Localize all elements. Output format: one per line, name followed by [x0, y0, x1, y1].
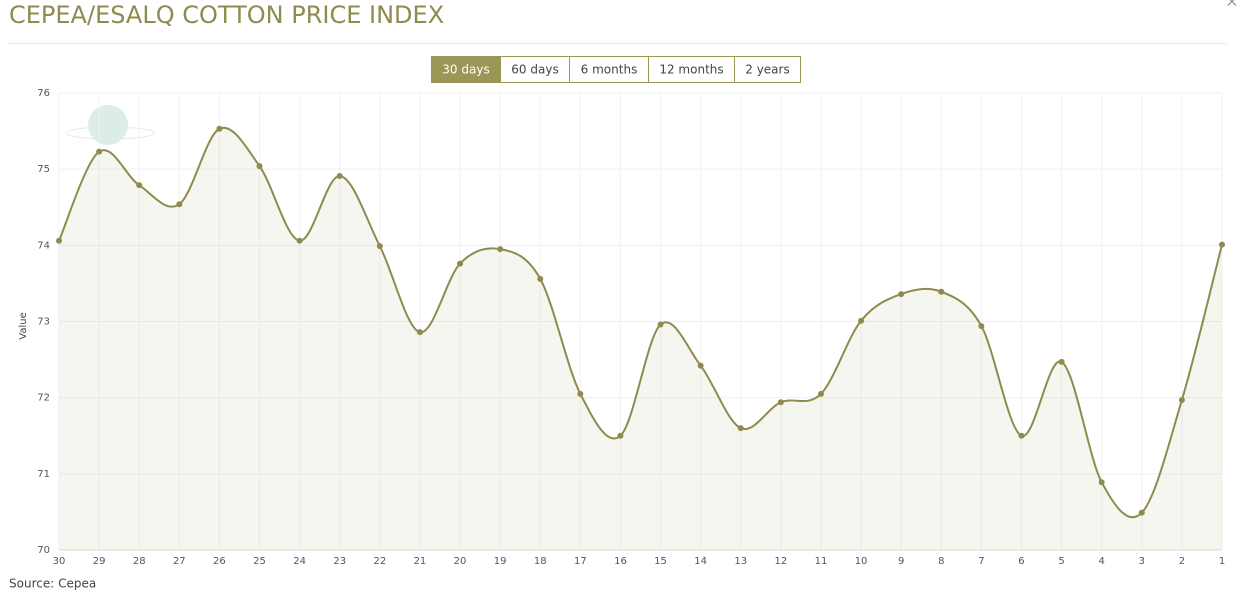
watermark: [65, 105, 155, 145]
x-tick-label: 20: [454, 556, 467, 567]
point: [537, 275, 544, 282]
point: [216, 125, 223, 132]
x-tick-label: 19: [494, 556, 507, 567]
range-button[interactable]: 60 days: [500, 56, 570, 83]
x-tick-label: 22: [373, 556, 386, 567]
x-tick-label: 15: [654, 556, 667, 567]
x-tick-label: 8: [938, 556, 944, 567]
x-tick-label: 29: [93, 556, 106, 567]
point: [1138, 509, 1145, 516]
point: [96, 148, 103, 155]
y-tick-label: 71: [37, 469, 50, 480]
x-tick-label: 26: [213, 556, 226, 567]
x-tick-label: 25: [253, 556, 266, 567]
x-tick-label: 6: [1018, 556, 1024, 567]
x-tick-label: 18: [534, 556, 547, 567]
point: [457, 260, 464, 267]
y-tick-label: 76: [37, 88, 50, 99]
point: [1178, 396, 1185, 403]
y-axis-label: Value: [18, 312, 29, 339]
x-tick-label: 1: [1219, 556, 1225, 567]
x-tick-label: 3: [1139, 556, 1145, 567]
point: [777, 399, 784, 406]
x-tick-label: 13: [734, 556, 747, 567]
y-tick-label: 72: [37, 393, 50, 404]
x-tick-label: 5: [1058, 556, 1064, 567]
source: Source: Cepea: [9, 577, 96, 591]
x-tick-label: 10: [855, 556, 868, 567]
point: [256, 163, 263, 170]
y-tick-label: 75: [37, 164, 50, 175]
point: [56, 237, 62, 244]
x-tick-label: 4: [1099, 556, 1105, 567]
button-bg[interactable]: [734, 56, 801, 83]
x-tick-label: 12: [774, 556, 787, 567]
y-tick-label: 70: [37, 545, 50, 556]
button-label[interactable]: 12 months: [659, 63, 723, 77]
x-tick-label: 14: [694, 556, 707, 567]
x-tick-label: 16: [614, 556, 627, 567]
point: [697, 362, 704, 369]
button-label[interactable]: 2 years: [745, 63, 789, 77]
range-button[interactable]: 12 months: [648, 56, 735, 83]
y-tick-label: 73: [37, 317, 50, 328]
point: [817, 390, 824, 397]
point: [1018, 432, 1025, 439]
x-tick-label: 11: [815, 556, 828, 567]
x-tick-label: 23: [333, 556, 346, 567]
button-label[interactable]: 30 days: [442, 63, 489, 77]
title: CEPEA/ESALQ COTTON PRICE INDEX: [9, 1, 444, 29]
x-tick-label: 2: [1179, 556, 1185, 567]
area: [59, 127, 1222, 551]
point: [1098, 479, 1105, 486]
point: [898, 291, 905, 298]
point: [296, 237, 303, 244]
y-tick-label: 74: [37, 240, 50, 251]
point: [376, 243, 383, 250]
x-tick-label: 7: [978, 556, 984, 567]
point: [737, 425, 744, 432]
point: [1219, 241, 1225, 248]
point: [1058, 358, 1065, 365]
button-bg[interactable]: [431, 56, 501, 83]
x-tick-label: 24: [293, 556, 306, 567]
button-bg[interactable]: [648, 56, 735, 83]
button-bg[interactable]: [569, 56, 649, 83]
point: [136, 182, 143, 189]
point: [978, 323, 985, 330]
x-tick-label: 17: [574, 556, 587, 567]
range-button[interactable]: 30 days: [431, 56, 501, 83]
x-tick-label: 27: [173, 556, 186, 567]
point: [497, 246, 504, 253]
point: [938, 288, 945, 295]
point: [416, 329, 423, 336]
x-tick-label: 9: [898, 556, 904, 567]
range-button[interactable]: 2 years: [734, 56, 801, 83]
close-button[interactable]: ×: [1225, 0, 1238, 11]
point: [577, 390, 584, 397]
point: [176, 201, 183, 208]
point: [858, 317, 865, 324]
point: [617, 432, 624, 439]
range-button[interactable]: 6 months: [569, 56, 649, 83]
x-tick-label: 21: [414, 556, 427, 567]
x-tick-label: 30: [53, 556, 66, 567]
button-bg[interactable]: [500, 56, 570, 83]
x-tick-label: 28: [133, 556, 146, 567]
point: [336, 173, 343, 180]
button-label[interactable]: 60 days: [511, 63, 558, 77]
button-label[interactable]: 6 months: [581, 63, 638, 77]
point: [657, 321, 664, 328]
